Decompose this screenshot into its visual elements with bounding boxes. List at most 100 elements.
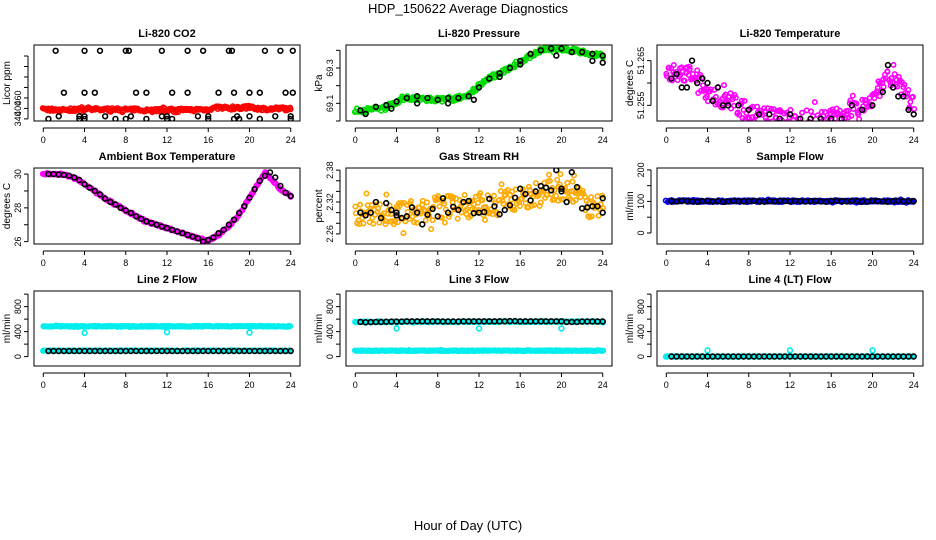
rh-points-point [434,213,441,220]
line3-outliers-point [475,325,483,332]
rh-points-point [578,205,586,212]
y-tick-label: 800 [13,299,23,314]
plot-marks [40,322,294,355]
temperature-points-point [735,102,742,109]
ambient-points-point [210,234,217,241]
line2-high-band-point [287,323,294,330]
rh-band-point [511,206,518,213]
plot-marks [39,47,296,121]
pressure-points-point [413,100,421,107]
pressure-points-point [506,64,514,72]
ambient-points-point [287,192,294,200]
rh-points-point [517,185,524,192]
co2-points-point [45,115,52,121]
x-tick-label: 0 [41,258,46,268]
rh-points-point [413,209,421,216]
pressure-points-point [455,94,462,102]
temperature-points-point [786,111,794,118]
ambient-points-point [117,204,124,212]
rh-band-point [499,197,506,204]
plot-box [656,44,924,122]
pressure-points-point [424,94,431,102]
temperature-points-point [709,97,716,105]
temperature-band-point [849,92,856,99]
plot-marks [351,45,606,118]
temperature-points-point [694,79,701,87]
temperature-band-point [764,105,771,112]
rh-points-point [455,206,462,214]
pressure-points-point [470,96,478,103]
rh-band-point [423,199,430,206]
ambient-points-point [132,213,140,220]
rh-points-point [470,209,478,217]
plot-box [345,44,613,122]
temperature-band-point [732,94,739,101]
co2-points-point [230,89,238,96]
x-tick-label: 0 [353,380,358,390]
x-tick-label: 20 [244,135,254,145]
rh-points-point [511,194,519,201]
co2-points-point [184,89,191,96]
rh-points-point [439,195,447,202]
x-tick-label: 0 [664,380,669,390]
ambient-points-point [261,172,269,179]
ambient-points-point [205,236,212,244]
temperature-band-point [811,99,818,106]
x-tick-label: 8 [435,135,440,145]
temperature-points-point [699,75,706,82]
co2-points-point [132,89,140,96]
rh-points-point [496,211,503,218]
rh-band-point [441,219,448,226]
ambient-points-point [138,215,145,223]
rh-band-point [461,191,468,198]
rh-points-point [377,214,385,222]
temperature-band-point [819,124,823,128]
rh-band-point [526,186,533,193]
plot-box [656,167,924,245]
ambient-points-point [256,177,263,185]
ambient-points-point [266,169,274,176]
temperature-band-point [880,83,887,90]
pressure-points-point [568,48,575,56]
x-tick-label: 24 [598,135,608,145]
rh-points-point [450,203,457,210]
temperature-band-point [670,62,677,69]
x-tick-label: 24 [909,258,919,268]
co2-points-point [158,47,166,54]
y-tick-label: 400 [325,324,335,339]
temperature-band-point [809,122,813,126]
x-tick-label: 0 [41,380,46,390]
rh-band-point [475,206,482,213]
ambient-points-point [101,195,109,202]
ambient-points-point [174,228,181,235]
rh-points-point [465,197,472,205]
x-tick-label: 24 [598,258,608,268]
temperature-band-point [769,118,776,121]
plot-marks [351,317,607,355]
rh-points-point [393,212,400,219]
rh-points-point [486,195,493,203]
rh-band-point [414,219,421,226]
rh-band-point [498,181,505,188]
pressure-points-point [558,45,565,52]
ambient-points-point [215,229,222,237]
x-tick-label: 12 [785,380,795,390]
co2-points-point [81,115,88,121]
temperature-band-point [848,112,855,119]
plot-box [656,290,924,367]
pressure-points-point [537,47,545,54]
x-tick-label: 8 [123,135,128,145]
rh-band-point [500,200,507,207]
y-axis-label: ml/min [625,314,636,343]
ambient-points-point [282,189,289,196]
temperature-points-point [704,79,711,87]
x-tick-label: 16 [203,258,213,268]
rh-points-point [537,182,545,190]
temperature-band-point [845,107,852,114]
rh-points-point [563,198,570,206]
ambient-points-point [127,209,135,217]
pressure-points-point [434,96,441,103]
ambient-points-point [230,216,238,223]
x-tick-label: 8 [435,380,440,390]
rh-points-point [362,212,369,219]
